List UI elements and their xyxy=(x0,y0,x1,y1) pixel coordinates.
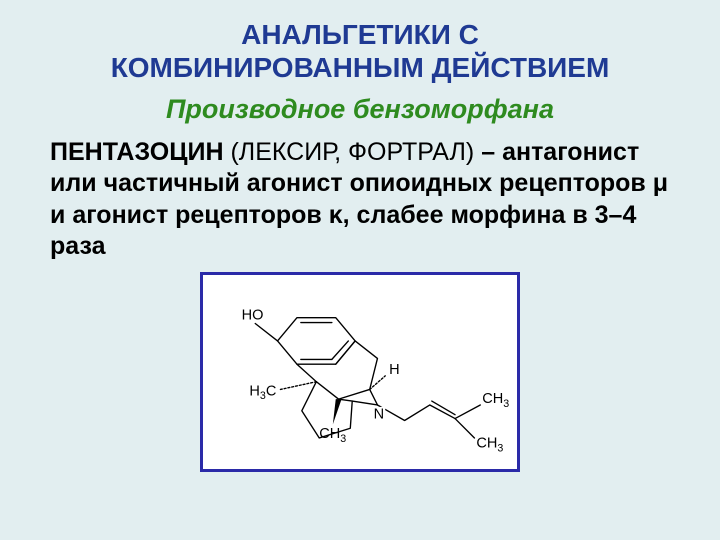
svg-text:HO: HO xyxy=(242,308,264,324)
drug-synonyms: (ЛЕКСИР, ФОРТРАЛ) xyxy=(224,138,482,166)
figure-container: HO H3C CH3 H N CH3 CH3 xyxy=(40,272,680,472)
body-text: ПЕНТАЗОЦИН (ЛЕКСИР, ФОРТРАЛ) – антагонис… xyxy=(40,137,680,262)
svg-text:N: N xyxy=(374,407,385,423)
slide-subtitle: Производное бензоморфана xyxy=(40,94,680,125)
svg-text:CH3: CH3 xyxy=(319,426,346,445)
drug-name: ПЕНТАЗОЦИН xyxy=(50,138,224,166)
body-dash: – xyxy=(481,138,495,166)
svg-text:H: H xyxy=(389,362,400,378)
title-line-2: КОМБИНИРОВАННЫМ ДЕЙСТВИЕМ xyxy=(111,52,610,83)
chemical-structure: HO H3C CH3 H N CH3 CH3 xyxy=(200,272,520,472)
slide-title: АНАЛЬГЕТИКИ С КОМБИНИРОВАННЫМ ДЕЙСТВИЕМ xyxy=(40,18,680,84)
slide-root: АНАЛЬГЕТИКИ С КОМБИНИРОВАННЫМ ДЕЙСТВИЕМ … xyxy=(0,0,720,540)
svg-text:H3C: H3C xyxy=(249,383,276,402)
title-line-1: АНАЛЬГЕТИКИ С xyxy=(241,19,479,50)
svg-text:CH3: CH3 xyxy=(482,391,509,410)
svg-text:CH3: CH3 xyxy=(476,436,503,455)
structure-svg: HO H3C CH3 H N CH3 CH3 xyxy=(203,275,517,469)
